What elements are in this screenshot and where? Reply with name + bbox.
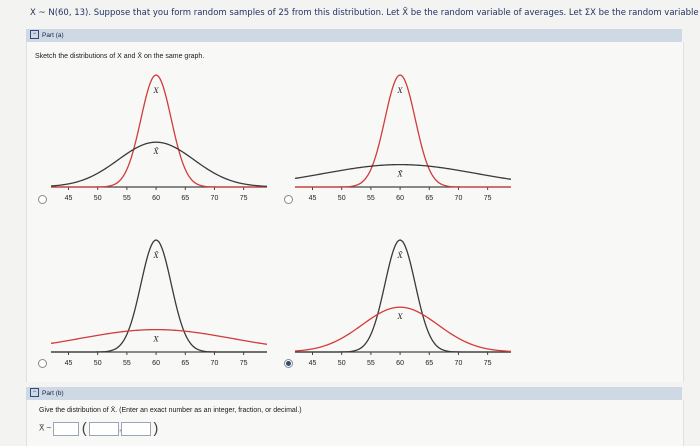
- part-a-instruction: Sketch the distributions of X and X̄ on …: [35, 53, 205, 60]
- x-tick-label: 45: [65, 360, 73, 367]
- x-tick-label: 65: [181, 195, 189, 202]
- mean-input[interactable]: [88, 421, 119, 436]
- option-a-radio[interactable]: [38, 195, 47, 204]
- x-tick-label: 55: [123, 195, 131, 202]
- part-b-panel: Give the distribution of X̄. (Enter an e…: [26, 400, 684, 446]
- curve-label: X̄: [153, 147, 160, 156]
- curve-label: X: [397, 87, 404, 95]
- sd-input[interactable]: [121, 421, 152, 436]
- x-tick-label: 70: [211, 195, 219, 202]
- x-tick-label: 55: [367, 195, 375, 202]
- option-d-radio[interactable]: [284, 359, 293, 368]
- comma: ,: [118, 423, 122, 433]
- curve-x: [51, 74, 267, 188]
- curve-xbar: [51, 239, 267, 353]
- x-tick-label: 50: [94, 360, 102, 367]
- curve-label: X̄: [397, 169, 404, 178]
- curve-xbar: [50, 141, 268, 188]
- x-tick-label: 45: [309, 360, 317, 367]
- answer-row: X̄ ~ ( , ): [39, 420, 158, 437]
- xbar-prefix: X̄ ~: [39, 423, 52, 433]
- curve-x: [294, 306, 512, 353]
- graph-option-a[interactable]: 45 50 55 60 65 70 75 X X̄: [50, 67, 268, 217]
- x-tick-label: 75: [484, 360, 492, 367]
- collapse-icon[interactable]: −: [30, 29, 39, 39]
- x-tick-label: 45: [309, 195, 317, 202]
- x-tick-label: 70: [455, 360, 463, 367]
- curve-xbar: [295, 239, 511, 353]
- graph-option-d[interactable]: 45 50 55 60 65 70 75 X̄ X: [294, 232, 512, 382]
- x-tick-label: 60: [396, 360, 404, 367]
- x-tick-label: 75: [240, 195, 248, 202]
- x-tick-label: 45: [65, 195, 73, 202]
- open-paren: (: [81, 420, 87, 437]
- option-c-radio[interactable]: [38, 359, 47, 368]
- x-tick-label: 50: [338, 195, 346, 202]
- x-tick-label: 65: [425, 195, 433, 202]
- part-a-header[interactable]: − Part (a): [26, 29, 682, 42]
- x-tick-label: 60: [396, 195, 404, 202]
- x-tick-label: 60: [152, 195, 160, 202]
- x-tick-label: 60: [152, 360, 160, 367]
- x-tick-label: 70: [211, 360, 219, 367]
- x-tick-label: 65: [425, 360, 433, 367]
- curve-label: X̄: [153, 251, 160, 260]
- x-tick-label: 70: [455, 195, 463, 202]
- part-a-panel: Sketch the distributions of X and X̄ on …: [26, 42, 684, 382]
- x-tick-label: 55: [123, 360, 131, 367]
- graph-option-b[interactable]: 45 50 55 60 65 70 75 X X̄: [294, 67, 512, 217]
- x-tick-label: 75: [484, 195, 492, 202]
- part-b-label: Part (b): [42, 390, 64, 397]
- x-tick-label: 50: [94, 195, 102, 202]
- distribution-input[interactable]: [53, 421, 80, 436]
- x-tick-label: 50: [338, 360, 346, 367]
- x-tick-label: 65: [181, 360, 189, 367]
- curve-label: X: [153, 336, 160, 344]
- curve-label: X̄: [397, 251, 404, 260]
- part-b-header[interactable]: − Part (b): [26, 387, 682, 400]
- collapse-icon[interactable]: −: [30, 387, 39, 397]
- curve-label: X: [153, 87, 160, 95]
- curve-xbar: [294, 163, 512, 180]
- option-b-radio[interactable]: [284, 195, 293, 204]
- close-paren: ): [153, 420, 159, 437]
- x-tick-label: 55: [367, 360, 375, 367]
- problem-text: X ~ N(60, 13). Suppose that you form ran…: [30, 8, 700, 18]
- curve-x: [50, 328, 268, 345]
- graph-option-c[interactable]: 45 50 55 60 65 70 75 X̄ X: [50, 232, 268, 382]
- problem-statement: X ~ N(60, 13). Suppose that you form ran…: [0, 0, 700, 24]
- part-a-label: Part (a): [42, 32, 64, 39]
- curve-label: X: [397, 313, 404, 321]
- curve-x: [295, 74, 511, 188]
- part-b-instruction: Give the distribution of X̄. (Enter an e…: [39, 407, 302, 414]
- x-tick-label: 75: [240, 360, 248, 367]
